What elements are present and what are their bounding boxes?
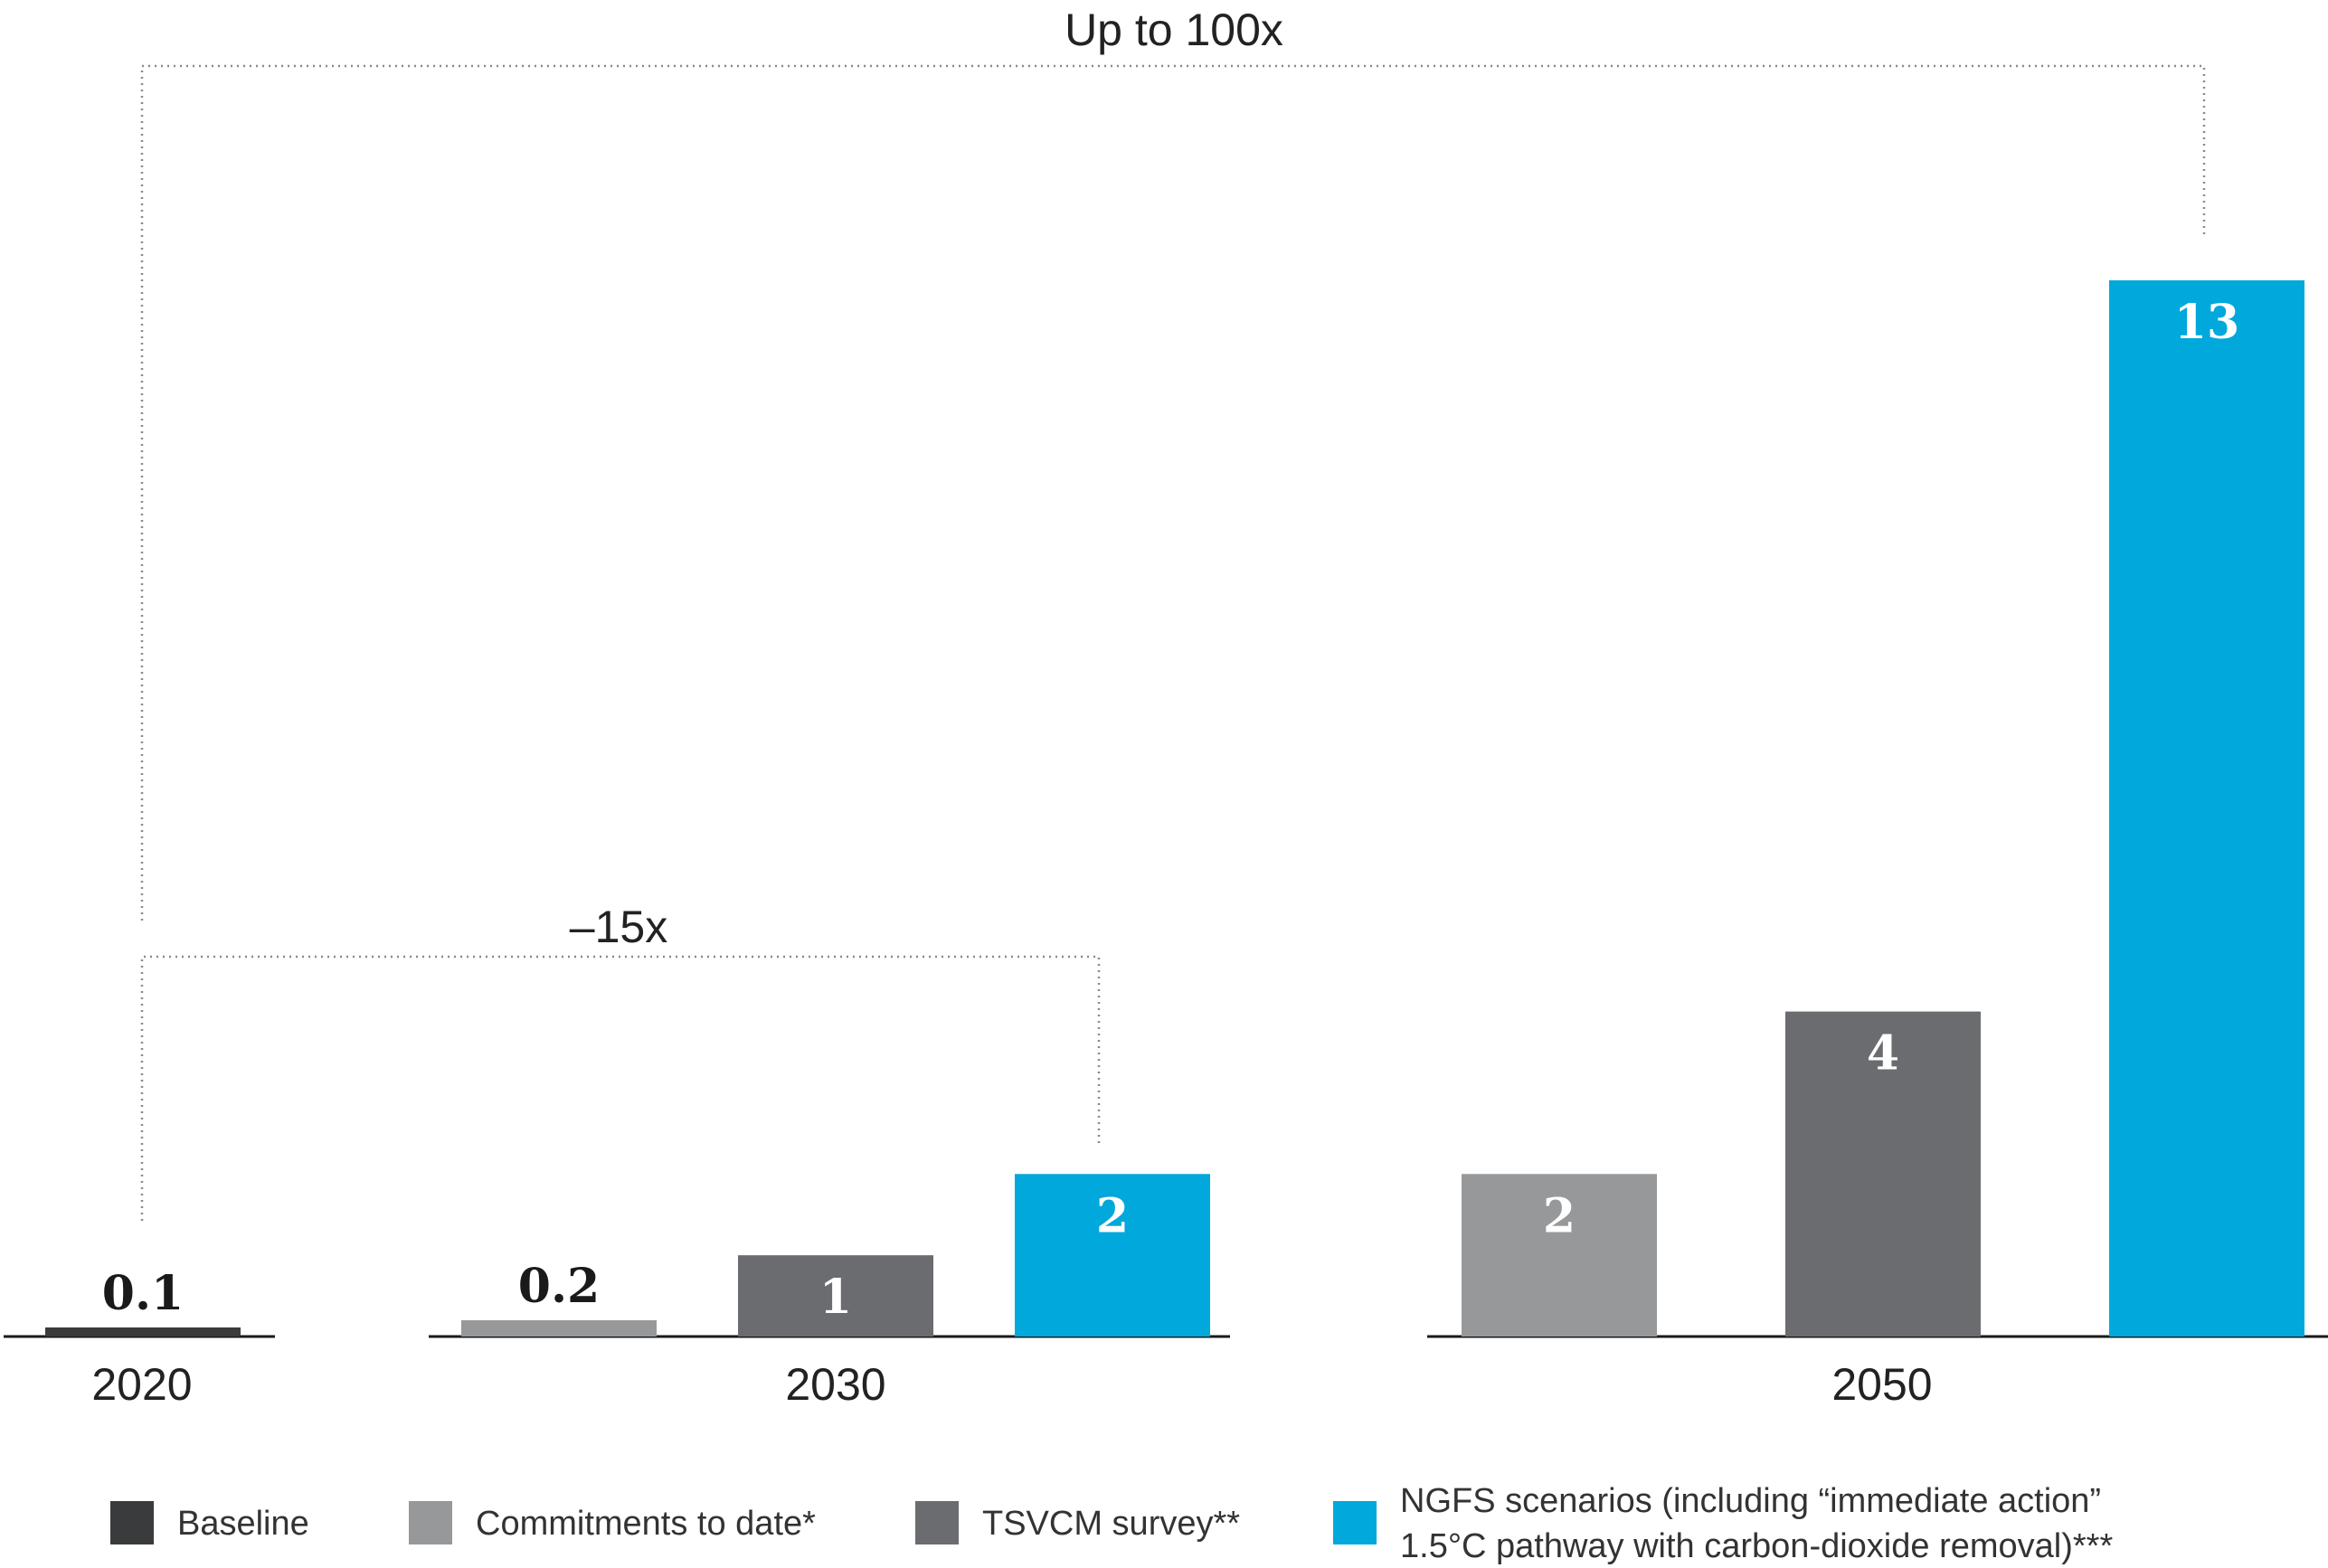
bar-2030-3 [1015, 1174, 1210, 1337]
data-label-2030-3: 2 [1096, 1188, 1129, 1243]
annotation-label-2: –15x [570, 902, 667, 952]
category-label-2030: 2030 [785, 1359, 885, 1410]
bar-2050-2 [1785, 1011, 1981, 1337]
legend-swatch-3 [915, 1501, 959, 1544]
bar-2030-2 [738, 1255, 933, 1337]
legend-label-1: Baseline [177, 1505, 309, 1543]
bar-2050-3 [2109, 280, 2304, 1337]
legend-swatch-2 [409, 1501, 452, 1544]
data-label-2030-1: 0.2 [518, 1259, 600, 1314]
data-label-2050-2: 4 [1867, 1026, 1899, 1082]
legend-swatch-1 [110, 1501, 154, 1544]
legend-label-4-line2: 1.5°C pathway with carbon-dioxide remova… [1400, 1527, 2113, 1565]
legend-swatch-4 [1333, 1501, 1377, 1544]
data-label-2050-1: 2 [1543, 1188, 1576, 1243]
category-label-2050: 2050 [1831, 1359, 1932, 1410]
bar-2020-1 [45, 1327, 241, 1337]
bar-2030-1 [461, 1320, 657, 1337]
category-label-2020: 2020 [91, 1359, 192, 1410]
legend-label-4: NGFS scenarios (including “immediate act… [1400, 1482, 2101, 1520]
data-label-2020-1: 0.1 [102, 1266, 184, 1321]
legend-label-2: Commitments to date* [476, 1505, 816, 1543]
data-label-2050-3: 13 [2174, 295, 2239, 350]
annotation-label-1: Up to 100x [1065, 5, 1283, 55]
bar-2050-1 [1462, 1174, 1657, 1337]
annotation-bracket-2 [140, 955, 1101, 1221]
legend-label-3: TSVCM survey** [982, 1505, 1240, 1543]
annotation-bracket-1 [140, 64, 2206, 921]
data-label-2030-2: 1 [819, 1270, 852, 1325]
